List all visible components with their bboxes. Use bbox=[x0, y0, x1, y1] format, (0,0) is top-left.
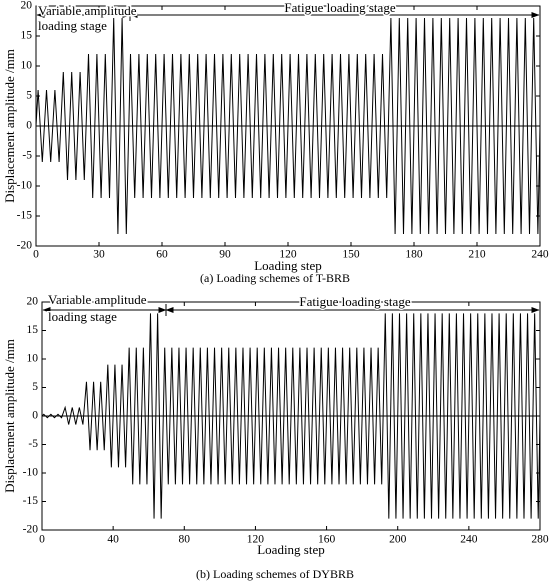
y-tick-label: -15 bbox=[23, 495, 39, 507]
y-tick-label: -10 bbox=[23, 467, 39, 479]
x-tick-label: 210 bbox=[468, 249, 486, 261]
annotation: loading stage bbox=[48, 309, 117, 324]
y-tick-label: 5 bbox=[26, 90, 32, 102]
caption: (a) Loading schemes of T-BRB bbox=[200, 271, 350, 285]
x-tick-label: 30 bbox=[93, 249, 105, 261]
x-tick-label: 0 bbox=[33, 249, 39, 261]
y-tick-label: 5 bbox=[32, 381, 38, 393]
y-axis-label: Displacement amplitude /mm bbox=[2, 339, 17, 493]
annotation: Fatigue loading stage bbox=[299, 294, 410, 309]
x-tick-label: 120 bbox=[279, 249, 297, 261]
caption: (b) Loading schemes of DYBRB bbox=[196, 567, 354, 581]
y-tick-label: -5 bbox=[28, 438, 38, 450]
y-tick-label: -15 bbox=[17, 210, 33, 222]
annotation: Variable amplitude bbox=[48, 292, 147, 307]
x-tick-label: 80 bbox=[179, 534, 191, 546]
y-tick-label: 0 bbox=[32, 410, 38, 422]
x-axis-label: Loading step bbox=[254, 258, 322, 273]
y-tick-label: -10 bbox=[17, 180, 33, 192]
annotation: loading stage bbox=[38, 18, 107, 33]
y-tick-label: 20 bbox=[27, 296, 39, 308]
y-tick-label: 10 bbox=[27, 353, 39, 365]
annotation: Fatigue loading stage bbox=[284, 0, 395, 15]
x-axis-label: Loading step bbox=[257, 542, 325, 557]
y-tick-label: 15 bbox=[27, 324, 39, 336]
y-tick-label: -20 bbox=[17, 240, 33, 252]
x-tick-label: 180 bbox=[405, 249, 423, 261]
x-tick-label: 90 bbox=[219, 249, 231, 261]
x-tick-label: 150 bbox=[342, 249, 360, 261]
y-tick-label: 10 bbox=[21, 60, 33, 72]
load-line bbox=[41, 313, 541, 519]
x-tick-label: 280 bbox=[531, 534, 549, 546]
x-tick-label: 240 bbox=[531, 249, 549, 261]
x-tick-label: 200 bbox=[389, 534, 407, 546]
y-tick-label: -20 bbox=[23, 524, 39, 536]
y-axis-label: Displacement amplitude /mm bbox=[2, 49, 17, 203]
x-tick-label: 240 bbox=[460, 534, 478, 546]
x-tick-label: 40 bbox=[107, 534, 119, 546]
y-tick-label: 20 bbox=[21, 0, 33, 12]
x-tick-label: 0 bbox=[39, 534, 45, 546]
x-tick-label: 160 bbox=[318, 534, 336, 546]
x-tick-label: 60 bbox=[156, 249, 168, 261]
annotation: Variable amplitude bbox=[38, 3, 137, 18]
y-tick-label: 0 bbox=[26, 120, 32, 132]
y-tick-label: -5 bbox=[22, 150, 32, 162]
x-tick-label: 120 bbox=[247, 534, 265, 546]
y-tick-label: 15 bbox=[21, 30, 33, 42]
load-line bbox=[35, 17, 541, 235]
